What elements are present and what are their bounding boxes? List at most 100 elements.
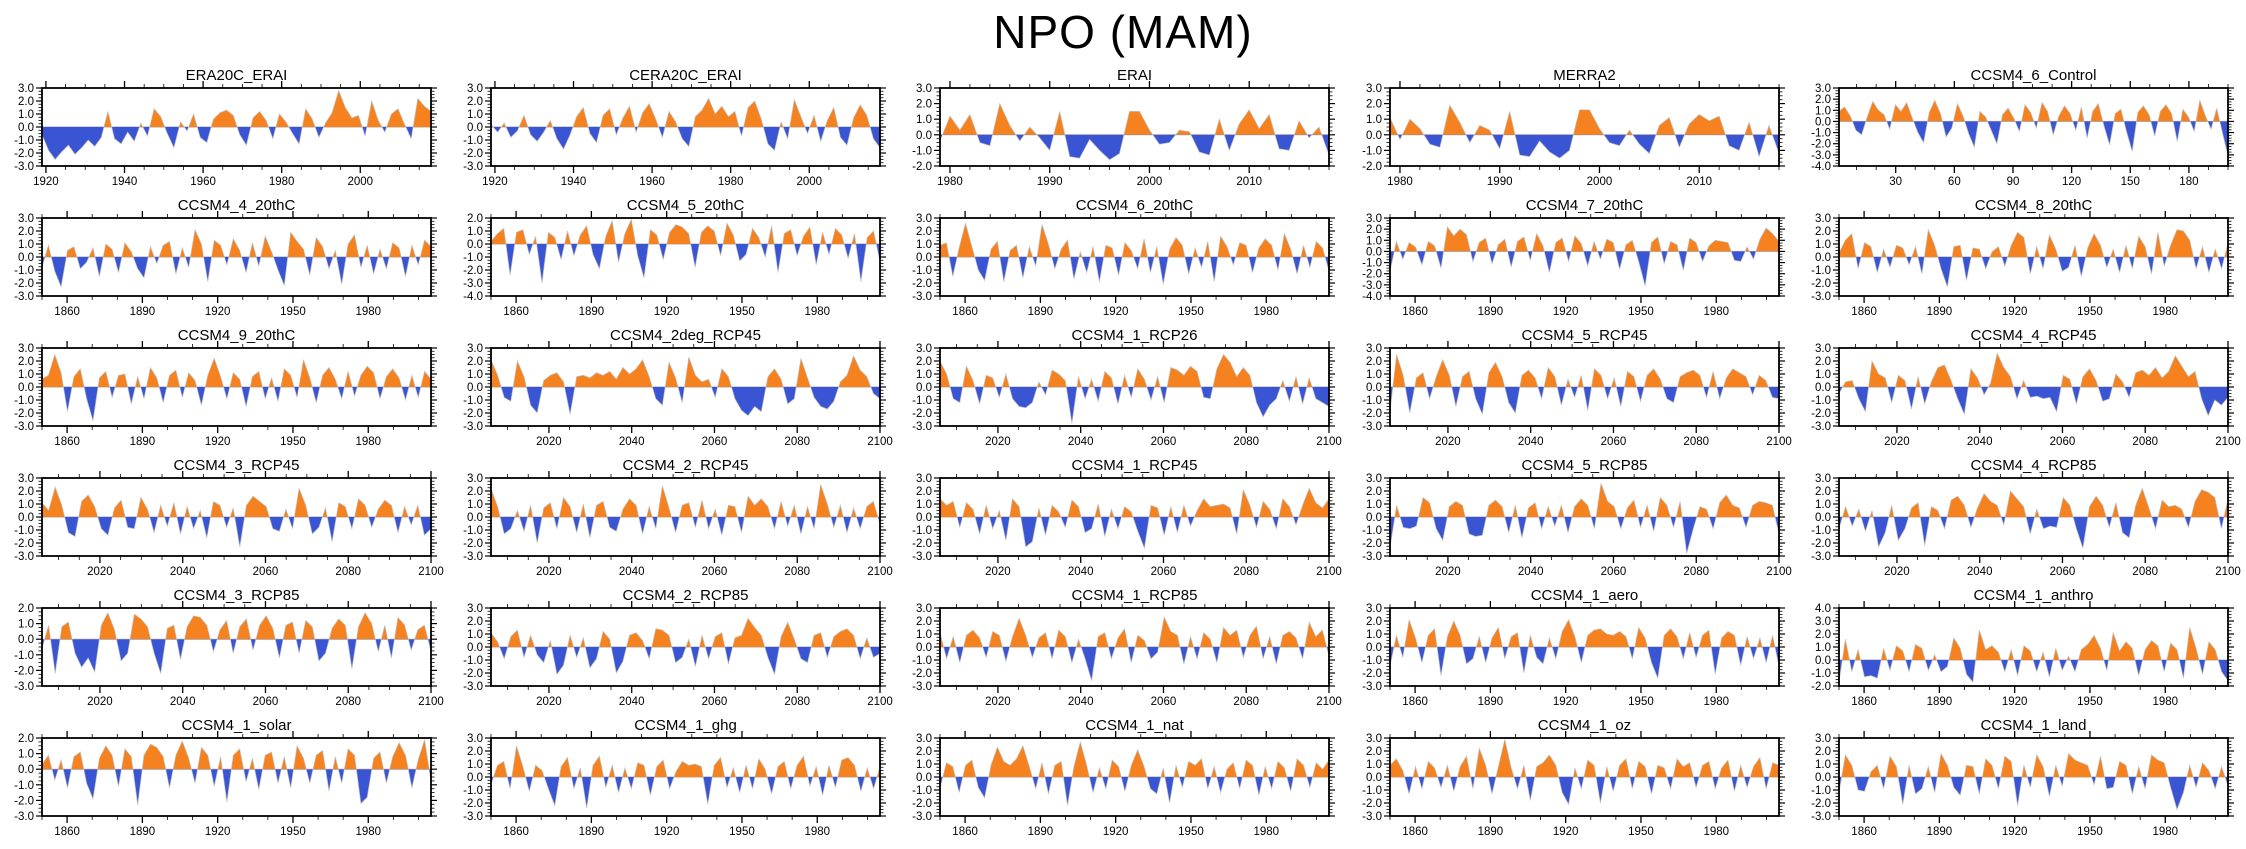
x-tick-label: 2080: [785, 436, 811, 448]
panel-title: ERAI: [1117, 67, 1152, 84]
panel-CCSM4_1_solar: CCSM4_1_solar 2.0 1.0 0.0 -1.0 -2.0 -3.0 1860 18…: [0, 714, 449, 844]
y-tick-label: 1.0: [1815, 239, 1831, 251]
panel-ERA20C_ERAI: ERA20C_ERAI 3.0 2.0 1.0 0.0 -1.0 -2.0 -3.0 1920 1…: [0, 64, 449, 194]
x-tick-label: 2100: [867, 436, 893, 448]
negative-anomaly-area: [1838, 257, 2228, 287]
y-tick-label: 3.0: [916, 733, 932, 745]
y-tick-label: -3.0: [1811, 811, 1831, 823]
y-tick-label: 1.0: [1815, 105, 1831, 117]
panel-CCSM4_6_20thC: CCSM4_6_20thC 3.0 2.0 1.0 0.0 -1.0 -2.0 -3.0 186…: [898, 194, 1347, 324]
x-tick-label: 2020: [536, 436, 562, 448]
y-tick-label: 3.0: [1815, 343, 1831, 355]
x-tick-label: 2100: [418, 696, 444, 708]
y-tick-label: -1.0: [1362, 395, 1382, 407]
x-tick-label: 2060: [2049, 436, 2075, 448]
y-tick-label: 2.0: [916, 486, 932, 498]
y-tick-label: 2.0: [467, 356, 483, 368]
negative-anomaly-area: [1838, 660, 2228, 683]
x-tick-label: 2000: [797, 176, 823, 188]
y-tick-label: 3.0: [1815, 473, 1831, 485]
panel-title: CCSM4_2_RCP85: [623, 587, 749, 604]
y-tick-label: -1.0: [463, 395, 483, 407]
panel-title: CCSM4_1_RCP85: [1072, 587, 1198, 604]
x-tick-label: 2080: [335, 696, 361, 708]
y-tick-label: 0.0: [1366, 382, 1382, 394]
y-tick-label: -3.0: [463, 551, 483, 563]
y-tick-label: -1.0: [1811, 785, 1831, 797]
y-tick-label: 2.0: [1366, 224, 1382, 236]
panel-CCSM4_5_RCP45: CCSM4_5_RCP45 3.0 2.0 1.0 0.0 -1.0 -2.0 -3.0 202…: [1348, 324, 1797, 454]
positive-anomaly-area: [1389, 226, 1779, 252]
y-tick-label: -1.0: [1811, 395, 1831, 407]
y-tick-label: -3.0: [463, 681, 483, 693]
y-tick-label: -2.0: [14, 538, 34, 550]
y-tick-label: 2.0: [18, 733, 34, 745]
x-tick-label: 1860: [503, 826, 529, 838]
y-tick-label: 1.0: [18, 749, 34, 761]
x-tick-label: 1950: [2077, 826, 2103, 838]
y-tick-label: 3.0: [1366, 343, 1382, 355]
timeseries-chart: CCSM4_4_20thC 3.02.01.00.0-1.0-2.0-3.0 186…: [14, 197, 437, 318]
x-tick-label: 2100: [1317, 566, 1343, 578]
negative-anomaly-area: [1838, 517, 2228, 549]
x-tick-label: 1890: [130, 436, 156, 448]
x-tick-label: 1860: [1402, 826, 1428, 838]
y-tick-label: -1.0: [1362, 655, 1382, 667]
x-tick-label: 1890: [579, 306, 605, 318]
x-tick-label: 2040: [619, 566, 645, 578]
x-tick-label: 180: [2179, 176, 2198, 188]
x-tick-label: 1990: [1037, 176, 1063, 188]
y-tick-label: -3.0: [1811, 150, 1831, 162]
panel-CCSM4_1_RCP45: CCSM4_1_RCP45 3.0 2.0 1.0 0.0 -1.0 -2.0 -3.0 202…: [898, 454, 1347, 584]
positive-anomaly-area: [42, 739, 431, 770]
y-tick-label: -1.0: [1811, 668, 1831, 680]
timeseries-chart: CCSM4_5_RCP85 3.02.01.00.0-1.0-2.0-3.0 202…: [1362, 457, 1792, 578]
y-tick-label: -2.0: [14, 665, 34, 677]
x-tick-label: 1920: [33, 176, 59, 188]
negative-anomaly-area: [42, 517, 431, 547]
y-tick-label: 1.0: [18, 109, 34, 121]
timeseries-chart: CCSM4_1_aero 3.02.01.00.0-1.0-2.0-3.0 1860…: [1362, 587, 1785, 708]
y-tick-label: 3.0: [1815, 616, 1831, 628]
y-tick-label: -2.0: [1362, 798, 1382, 810]
x-tick-label: 1980: [1254, 826, 1280, 838]
y-tick-label: 1.0: [467, 369, 483, 381]
x-tick-label: 1920: [654, 826, 680, 838]
y-tick-label: 3.0: [1366, 603, 1382, 615]
y-tick-label: 0.0: [916, 772, 932, 784]
timeseries-chart: CCSM4_1_ghg 3.02.01.00.0-1.0-2.0-3.0 1860 1…: [463, 717, 887, 838]
negative-anomaly-area: [491, 387, 881, 416]
y-tick-label: -3.0: [1811, 291, 1831, 303]
negative-anomaly-area: [491, 517, 881, 543]
x-tick-label: 2040: [170, 566, 196, 578]
y-tick-label: 2.0: [1815, 226, 1831, 238]
x-tick-label: 2100: [867, 696, 893, 708]
panel-CCSM4_2deg_RCP45: CCSM4_2deg_RCP45 3.0 2.0 1.0 0.0 -1.0 -2.0 -3.0…: [449, 324, 898, 454]
x-tick-label: 2040: [1517, 436, 1543, 448]
panel-title: CCSM4_5_RCP85: [1521, 457, 1647, 474]
y-tick-label: 0.0: [467, 382, 483, 394]
panel-CCSM4_4_20thC: CCSM4_4_20thC 3.0 2.0 1.0 0.0 -1.0 -2.0 -3.0 186…: [0, 194, 449, 324]
timeseries-chart: MERRA2 3.0 2.0 1.0 0.0 -1.0 -2.0 1980 1990 2000 20…: [1362, 67, 1785, 188]
panel-grid: ERA20C_ERAI 3.0 2.0 1.0 0.0 -1.0 -2.0 -3.0 1920 1…: [0, 64, 2246, 844]
x-tick-label: 1980: [805, 826, 831, 838]
x-tick-label: 2020: [87, 566, 113, 578]
x-tick-label: 2060: [253, 566, 279, 578]
panel-CCSM4_5_RCP85: CCSM4_5_RCP85 3.0 2.0 1.0 0.0 -1.0 -2.0 -3.0 202…: [1348, 454, 1797, 584]
y-tick-label: -1.0: [14, 780, 34, 792]
y-tick-label: 3.0: [18, 473, 34, 485]
y-tick-label: 2.0: [1366, 746, 1382, 758]
timeseries-chart: CCSM4_1_RCP45 3.02.01.00.0-1.0-2.0-3.0 202…: [913, 457, 1343, 578]
timeseries-chart: ERAI 3.0 2.0 1.0 0.0 -1.0 -2.0 1980 1990 2000 2010: [913, 67, 1336, 188]
y-tick-label: -1.0: [1362, 785, 1382, 797]
x-tick-label: 2040: [1068, 696, 1094, 708]
negative-anomaly-area: [1838, 387, 2228, 416]
y-tick-label: 1.0: [1366, 114, 1382, 126]
x-tick-label: 1920: [1552, 696, 1578, 708]
panel-title: CCSM4_6_Control: [1970, 67, 2096, 84]
y-tick-label: 3.0: [467, 343, 483, 355]
x-tick-label: 2020: [536, 566, 562, 578]
x-tick-label: 1950: [1179, 826, 1205, 838]
timeseries-chart: CCSM4_7_20thC 3.02.01.00.0-1.0-2.0-3.0-4.…: [1362, 197, 1785, 318]
x-tick-label: 2020: [1435, 436, 1461, 448]
